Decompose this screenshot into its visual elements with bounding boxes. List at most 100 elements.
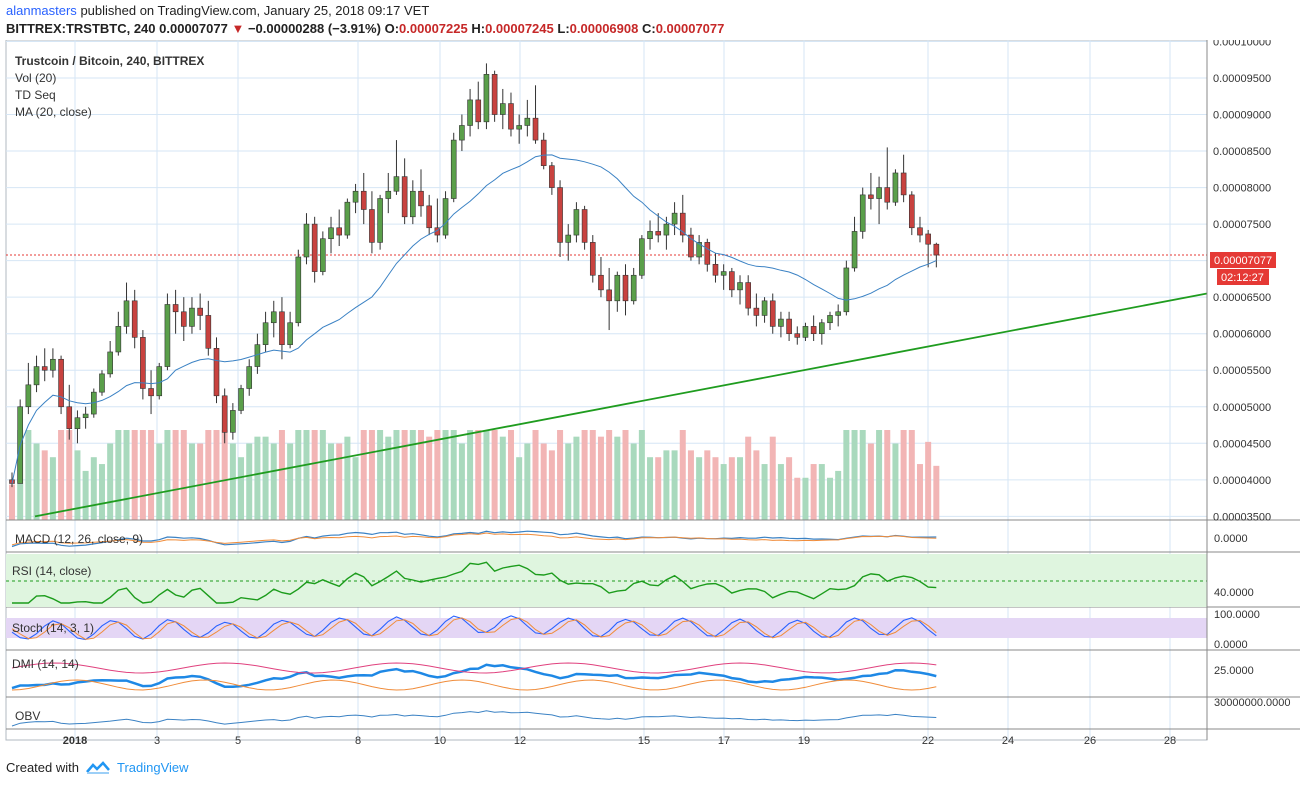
- candle-body: [565, 234, 572, 243]
- price-tick-label: 0.00007500: [1213, 219, 1271, 231]
- candlestick-series[interactable]: [9, 63, 940, 488]
- volume-bar: [916, 464, 923, 520]
- candle-body: [917, 227, 923, 236]
- volume-bar: [82, 470, 89, 520]
- volume-bar: [884, 430, 891, 520]
- candle-body: [491, 74, 498, 115]
- candle-body: [712, 263, 719, 276]
- price-tick-label: 0.00004500: [1213, 438, 1271, 450]
- dmi-label[interactable]: DMI (14, 14): [12, 657, 79, 671]
- trading-chart[interactable]: 0.00010000 0.00009500 0.00009000 0.00008500…: [0, 40, 1300, 755]
- candle-body: [369, 209, 375, 243]
- candle-body: [639, 238, 645, 276]
- volume-bar: [344, 436, 351, 520]
- candle-body: [606, 289, 612, 302]
- volume-bar: [835, 470, 842, 520]
- stoch-d-line: [11, 617, 937, 640]
- volume-bar: [328, 443, 335, 520]
- volume-bar: [900, 430, 907, 520]
- volume-bar: [475, 430, 482, 520]
- study-vol[interactable]: Vol (20): [15, 71, 56, 85]
- candle-body: [66, 406, 73, 429]
- volume-bar: [867, 443, 874, 520]
- price-tick-label: 0.00006500: [1213, 292, 1271, 304]
- volume-bar: [908, 430, 915, 520]
- close-label: C:: [641, 21, 656, 36]
- candle-body: [508, 103, 514, 130]
- volume-bar: [115, 430, 122, 520]
- high-label: H:: [471, 21, 486, 36]
- candle-body: [679, 212, 686, 236]
- candle-body: [483, 74, 490, 123]
- volume-bar: [851, 430, 858, 520]
- study-ma[interactable]: MA (20, close): [15, 105, 92, 119]
- volume-bar: [442, 430, 449, 520]
- macd-axis-value: 0.0000: [1214, 533, 1248, 545]
- obv-label[interactable]: OBV: [15, 709, 40, 723]
- volume-bar: [655, 457, 662, 520]
- candle-body: [859, 194, 866, 232]
- obv-axis-value: 30000000.0000: [1214, 697, 1290, 709]
- candle-body: [156, 366, 163, 397]
- volume-bar: [614, 436, 621, 520]
- volume-bar: [41, 450, 48, 520]
- symbol-legend-title: Trustcoin / Bitcoin, 240, BITTREX: [15, 54, 204, 68]
- candle-body: [360, 190, 367, 210]
- candle-body: [843, 267, 850, 313]
- candle-body: [148, 388, 154, 397]
- candle-body: [320, 238, 326, 272]
- dmi-plus-line: [11, 662, 937, 674]
- candle-body: [418, 190, 424, 207]
- volume-bar: [557, 430, 564, 520]
- volume-bar: [360, 430, 367, 520]
- volume-bar: [696, 457, 703, 520]
- volume-bar: [540, 443, 547, 520]
- stoch-label[interactable]: Stoch (14, 3, 1): [12, 621, 94, 635]
- ma-line-layer: [11, 154, 937, 484]
- date-tick-label: 10: [434, 735, 446, 747]
- stoch-k-line: [11, 615, 937, 641]
- dmi-minus-line: [11, 679, 937, 691]
- volume-bar: [704, 450, 711, 520]
- volume-bar: [859, 430, 866, 520]
- candle-body: [311, 223, 318, 272]
- candle-body: [213, 348, 220, 397]
- volume-bar: [254, 436, 261, 520]
- candle-body: [475, 99, 482, 123]
- volume-bar: [352, 457, 359, 520]
- date-tick-label: 17: [718, 735, 730, 747]
- volume-bar: [401, 430, 408, 520]
- study-tdseq[interactable]: TD Seq: [15, 88, 56, 102]
- date-tick-label: 5: [235, 735, 241, 747]
- candle-body: [802, 326, 809, 338]
- trendline-layer[interactable]: [6, 254, 1208, 518]
- footer: Created with TradingView: [6, 760, 189, 775]
- volume-bar: [679, 430, 686, 520]
- volume-bar: [205, 430, 212, 520]
- price-axis[interactable]: 0.00010000 0.00009500 0.00009000 0.00008500…: [1206, 40, 1271, 740]
- volume-bar: [622, 430, 629, 520]
- volume-bar: [737, 457, 744, 520]
- candle-body: [794, 333, 801, 338]
- candle-body: [540, 139, 547, 166]
- rsi-label[interactable]: RSI (14, close): [12, 564, 91, 578]
- tradingview-link[interactable]: TradingView: [116, 760, 189, 775]
- created-with-text: Created with: [6, 760, 79, 775]
- date-tick-label: 12: [514, 735, 526, 747]
- volume-bar: [687, 450, 694, 520]
- date-axis[interactable]: 2018 3 5 8 10 12 15 17 19 22 24 26 28: [6, 728, 1207, 747]
- last-price-badge-value: 0.00007077: [1214, 255, 1272, 267]
- volume-bar: [548, 450, 555, 520]
- candle-body: [557, 187, 563, 243]
- volume-bar: [450, 430, 457, 520]
- volume-bar: [393, 430, 400, 520]
- author-link[interactable]: alanmasters: [6, 3, 77, 18]
- rsi-axis-value: 40.0000: [1214, 587, 1254, 599]
- candle-body: [778, 318, 784, 327]
- macd-label[interactable]: MACD (12, 26, close, 9): [15, 532, 143, 546]
- volume-bars: [9, 430, 940, 520]
- candle-body: [180, 311, 187, 327]
- candle-body: [614, 274, 621, 302]
- volume-bar: [516, 457, 523, 520]
- volume-bar: [311, 430, 318, 520]
